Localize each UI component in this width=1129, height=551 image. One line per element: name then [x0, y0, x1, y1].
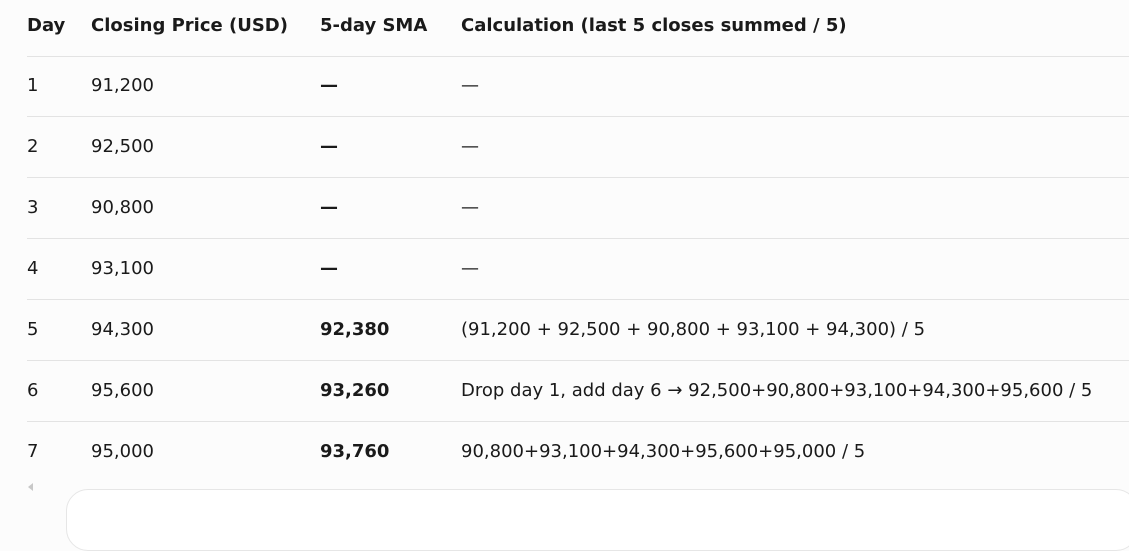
- table-cell: 5: [27, 319, 39, 340]
- header-cell: Closing Price (USD): [91, 15, 288, 36]
- scroll-left[interactable]: [28, 483, 33, 491]
- table-cell: 94,300: [91, 319, 154, 340]
- table-cell: 93,100: [91, 258, 154, 279]
- row-separator: [27, 299, 1129, 300]
- table: Day Closing Price (USD) 5-day SMA Calculati…: [27, 15, 1129, 462]
- header-cell: Calculation (last 5 closes summed / 5): [461, 15, 847, 36]
- row-separator: [27, 360, 1129, 361]
- table-cell: Drop day 1, add day 6 → 92,500+90,800+93…: [461, 380, 1093, 401]
- table-cell: 7: [27, 441, 39, 462]
- table-cell: 3: [27, 197, 39, 218]
- table-cell: 95,000: [91, 441, 154, 462]
- table-cell: 6: [27, 380, 39, 401]
- table-cell: 90,800+93,100+94,300+95,600+95,000 / 5: [461, 441, 866, 462]
- message-input[interactable]: [66, 489, 1129, 551]
- table-cell: 90,800: [91, 197, 154, 218]
- table-cell: 92,500: [91, 136, 154, 157]
- table-cell: 93,260: [320, 380, 390, 401]
- table-cell: —: [461, 197, 479, 218]
- row-separator: [27, 56, 1129, 57]
- table-cell: —: [320, 136, 338, 157]
- table-cell: 91,200: [91, 75, 154, 96]
- table-cell: 95,600: [91, 380, 154, 401]
- page: Day Closing Price (USD) 5-day SMA Calculati…: [27, 15, 1129, 551]
- row-separator: [27, 177, 1129, 178]
- table-cell: —: [461, 75, 479, 96]
- table-cell: (91,200 + 92,500 + 90,800 + 93,100 + 94,…: [461, 319, 926, 340]
- table-cell: —: [320, 75, 338, 96]
- table-cell: 2: [27, 136, 39, 157]
- header-cell: 5-day SMA: [320, 15, 428, 36]
- table-cell: 1: [27, 75, 39, 96]
- table-cell: —: [461, 136, 479, 157]
- row-separator: [27, 238, 1129, 239]
- table-cell: —: [320, 197, 338, 218]
- table-cell: 92,380: [320, 319, 390, 340]
- table-cell: 4: [27, 258, 39, 279]
- table-cell: —: [461, 258, 479, 279]
- table-cell: 93,760: [320, 441, 390, 462]
- row-separator: [27, 421, 1129, 422]
- row-separator: [27, 116, 1129, 117]
- header-cell: Day: [27, 15, 66, 36]
- table-cell: —: [320, 258, 338, 279]
